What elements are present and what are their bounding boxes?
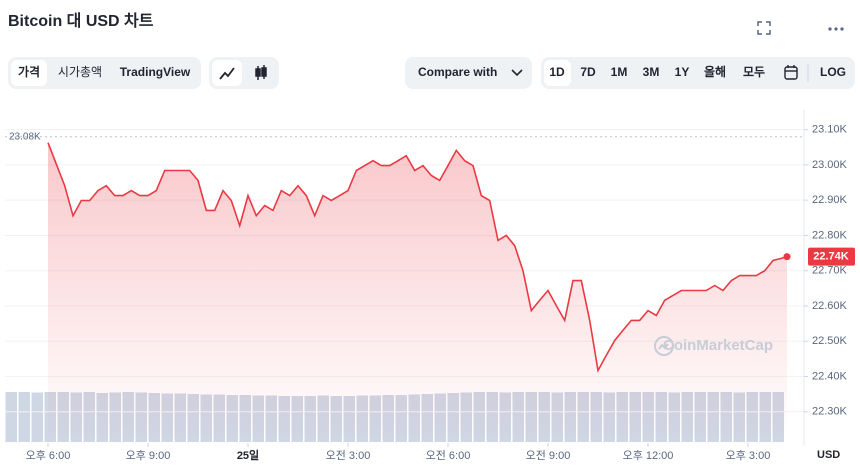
fullscreen-icon[interactable]: [757, 21, 771, 35]
range-tab[interactable]: 3M: [643, 65, 660, 79]
plot: [5, 129, 804, 442]
range-tab[interactable]: 1M: [611, 65, 628, 79]
x-tick-label: 오전 9:00: [526, 449, 571, 462]
y-tick-label: 22.50K: [812, 335, 848, 347]
view-selected: [11, 60, 47, 86]
volume-bar: [18, 392, 30, 442]
y-axis-label: USD: [817, 449, 840, 461]
range-tab[interactable]: 모두: [743, 65, 765, 79]
type-selected: [212, 60, 242, 86]
view-tab[interactable]: TradingView: [120, 65, 191, 79]
x-tick-label: 오후 3:00: [726, 449, 771, 462]
view-tab[interactable]: 시가총액: [58, 65, 102, 79]
range-tab[interactable]: 1D: [549, 65, 565, 79]
last-point: [783, 253, 791, 261]
more-icon[interactable]: [828, 27, 844, 31]
y-tick-label: 22.40K: [812, 370, 848, 382]
price-tag: [808, 247, 855, 266]
x-tick-label: 오전 6:00: [426, 449, 471, 462]
range-tab[interactable]: 1Y: [675, 65, 690, 79]
chart-title: Bitcoin 대 USD 차트: [8, 12, 154, 30]
high-label: 23.08K: [9, 131, 41, 142]
y-tick-label: 22.30K: [812, 406, 848, 418]
y-tick-label: 23.10K: [812, 124, 848, 136]
y-tick-label: 22.60K: [812, 300, 848, 312]
compare-label: Compare with: [418, 65, 497, 79]
y-tick-label: 22.80K: [812, 229, 848, 241]
range-selected: [544, 60, 571, 86]
line: [47, 142, 788, 373]
range-group: [541, 57, 855, 89]
price-tag-label: 22.74K: [813, 251, 849, 263]
watermark: CoinMarketCap: [663, 337, 773, 354]
x-tick-label: 오후 9:00: [126, 449, 171, 462]
view-tab[interactable]: 가격: [18, 64, 40, 79]
y-tick-label: 22.70K: [812, 265, 848, 277]
area: [48, 142, 787, 440]
volume-bar: [31, 392, 43, 442]
y-tick-label: 23.00K: [812, 159, 848, 171]
candle-icon[interactable]: [255, 65, 267, 80]
line-icon[interactable]: [219, 67, 235, 80]
watermark-logo: [654, 336, 674, 356]
y-tick-label: 22.90K: [812, 194, 848, 206]
range-tab[interactable]: 7D: [580, 65, 596, 79]
x-tick-label: 오후 6:00: [26, 449, 71, 462]
compare-button[interactable]: [405, 57, 532, 89]
view-group: [8, 57, 201, 89]
x-tick-label: 25일: [237, 448, 259, 462]
volume-bar: [5, 392, 17, 442]
range-tab[interactable]: 올해: [704, 65, 726, 79]
calendar-icon[interactable]: [784, 65, 798, 80]
x-tick-label: 오후 12:00: [623, 449, 674, 462]
chevron: [511, 69, 523, 77]
log-toggle[interactable]: LOG: [820, 65, 846, 79]
x-tick-label: 오전 3:00: [326, 449, 371, 462]
